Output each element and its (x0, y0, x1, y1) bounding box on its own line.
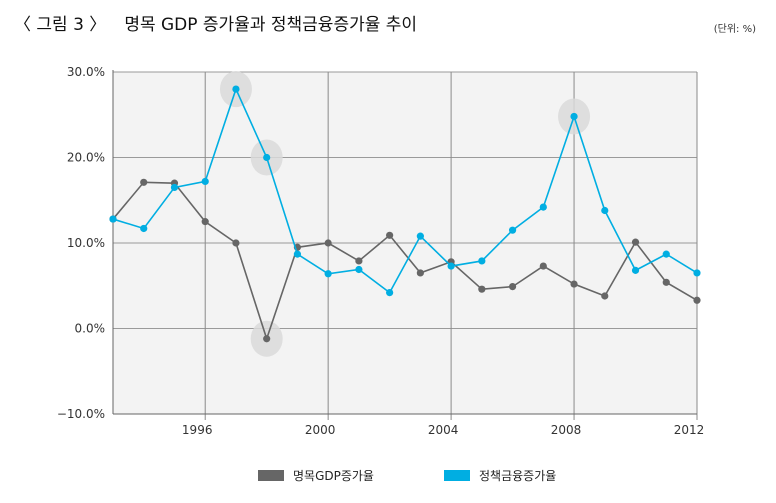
data-point-0 (478, 285, 486, 293)
data-point-0 (324, 239, 332, 247)
data-point-0 (631, 238, 640, 246)
y-tick-label: 10.0% (67, 236, 105, 250)
chart-title: 명목 GDP 증가율과 정책금융증가율 추이 (124, 15, 418, 35)
data-point-0 (386, 231, 394, 239)
x-tick-label: 2004 (428, 423, 459, 437)
data-point-0 (232, 239, 240, 247)
legend-swatch-gdp (258, 470, 284, 481)
x-tick-label: 2008 (551, 423, 582, 437)
legend-item-gdp: 명목GDP증가율 (258, 467, 374, 484)
data-point-1 (662, 250, 670, 258)
legend-swatch-policy (444, 470, 470, 481)
unit-label: (단위: %) (713, 24, 756, 35)
y-tick-label: 30.0% (67, 65, 105, 79)
data-point-1 (508, 226, 517, 234)
data-point-1 (355, 265, 363, 274)
x-tick-label: 1996 (182, 423, 213, 437)
x-tick-label: 2012 (674, 423, 705, 437)
data-point-0 (416, 269, 424, 277)
data-point-1 (201, 177, 209, 186)
data-point-0 (263, 335, 271, 343)
data-point-0 (570, 280, 578, 288)
data-point-0 (662, 278, 670, 286)
data-point-0 (601, 292, 609, 300)
figure-title-row: 〈 그림 3 〉 명목 GDP 증가율과 정책금융증가율 추이 (14, 10, 417, 35)
y-tick-label: 20.0% (67, 151, 105, 165)
data-point-0 (539, 262, 547, 270)
y-tick-label: −10.0% (57, 407, 105, 421)
data-point-1 (109, 215, 117, 223)
data-point-1 (416, 232, 424, 240)
legend-label-policy: 정책금융증가율 (479, 469, 557, 483)
data-point-1 (447, 262, 455, 270)
data-point-0 (355, 257, 363, 265)
data-point-1 (140, 224, 148, 233)
data-point-0 (201, 218, 209, 226)
legend: 명목GDP증가율 정책금융증가율 (0, 467, 776, 487)
series-line-0 (112, 181, 698, 342)
data-point-1 (170, 183, 179, 192)
x-tick-label: 2000 (305, 423, 336, 437)
data-point-1 (293, 250, 302, 258)
data-point-1 (232, 85, 240, 93)
data-point-0 (693, 296, 701, 304)
data-point-1 (539, 203, 547, 211)
data-point-1 (478, 257, 486, 265)
data-point-1 (631, 266, 640, 274)
data-point-1 (324, 270, 332, 278)
data-point-0 (508, 283, 517, 291)
series-line-1 (112, 86, 698, 294)
legend-item-policy: 정책금융증가율 (444, 467, 556, 484)
data-point-0 (140, 178, 148, 186)
data-point-1 (570, 112, 578, 121)
data-point-1 (693, 269, 701, 277)
data-point-1 (386, 288, 394, 297)
figure-label: 〈 그림 3 〉 (14, 15, 107, 35)
y-tick-label: 0.0% (75, 322, 106, 336)
legend-label-gdp: 명목GDP증가율 (293, 469, 374, 483)
data-point-1 (601, 206, 609, 215)
data-point-1 (263, 153, 271, 162)
